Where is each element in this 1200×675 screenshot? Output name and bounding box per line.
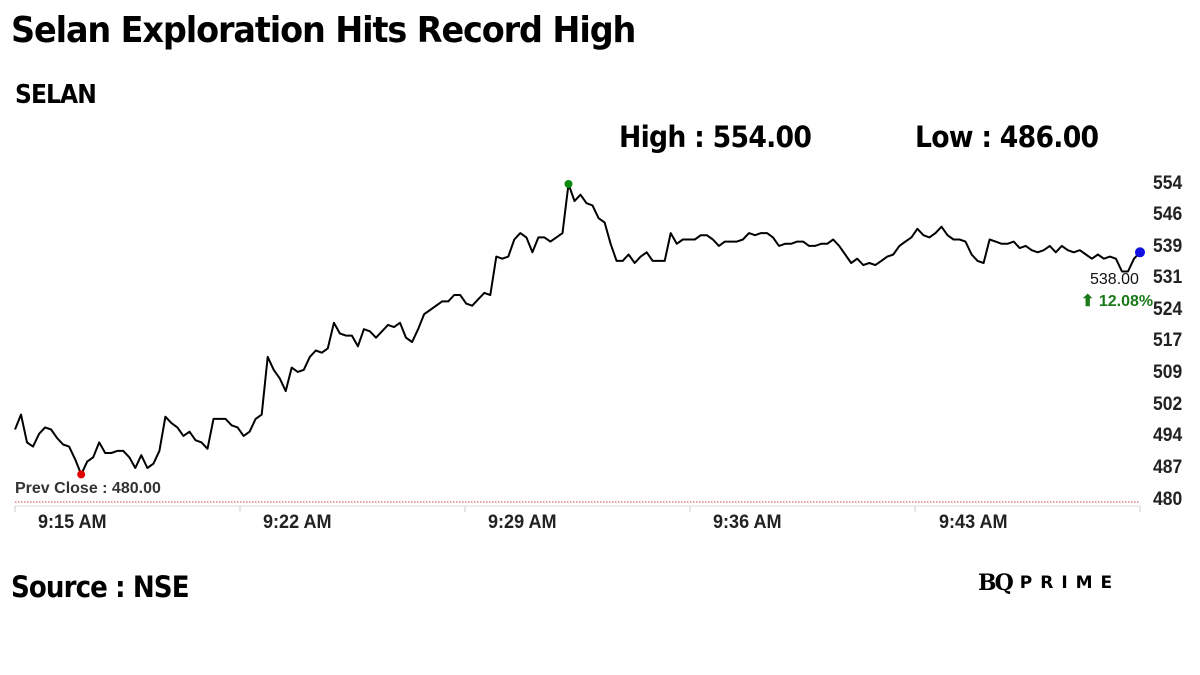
day-low-marker <box>77 470 86 479</box>
day-high-marker <box>564 180 573 188</box>
y-tick-label: 494 <box>1153 425 1183 446</box>
x-tick-label: 9:15 AM <box>38 512 107 533</box>
x-tick-label: 9:22 AM <box>263 512 332 533</box>
y-tick-label: 546 <box>1153 204 1183 225</box>
last-price-label: 538.00 <box>1090 271 1139 288</box>
x-tick-label: 9:43 AM <box>939 512 1008 533</box>
logo-prime-wordmark: PRIME <box>1019 573 1121 593</box>
x-tick-label: 9:36 AM <box>713 512 782 533</box>
price-line <box>14 183 1141 476</box>
y-tick-label: 517 <box>1153 330 1183 351</box>
change-percent-label: ⬆ 12.08% <box>1081 291 1153 311</box>
x-axis-tick-marks <box>14 506 1141 512</box>
x-tick-label: 9:29 AM <box>488 512 557 533</box>
arrow-up-icon: ⬆ 12.08% <box>1081 293 1154 310</box>
y-tick-label: 531 <box>1153 267 1183 288</box>
y-tick-label: 502 <box>1153 394 1183 415</box>
y-tick-label: 480 <box>1153 489 1183 510</box>
bq-prime-logo: BQ PRIME <box>978 570 1120 596</box>
ticker-symbol: SELAN <box>15 80 97 110</box>
y-tick-label: 509 <box>1153 362 1183 383</box>
last-price-marker <box>1135 247 1145 258</box>
source-label: Source : NSE <box>11 570 190 604</box>
prev-close-label: Prev Close : 480.00 <box>15 480 161 497</box>
price-chart <box>14 180 1145 512</box>
page-title: Selan Exploration Hits Record High <box>11 10 636 51</box>
day-high-label: High : 554.00 <box>619 120 812 154</box>
y-tick-label: 524 <box>1153 299 1183 320</box>
y-tick-label: 487 <box>1153 457 1183 478</box>
y-tick-label: 539 <box>1153 236 1183 257</box>
y-tick-label: 554 <box>1153 173 1183 194</box>
day-low-label: Low : 486.00 <box>915 120 1099 154</box>
logo-bq-mark: BQ <box>978 570 1014 596</box>
